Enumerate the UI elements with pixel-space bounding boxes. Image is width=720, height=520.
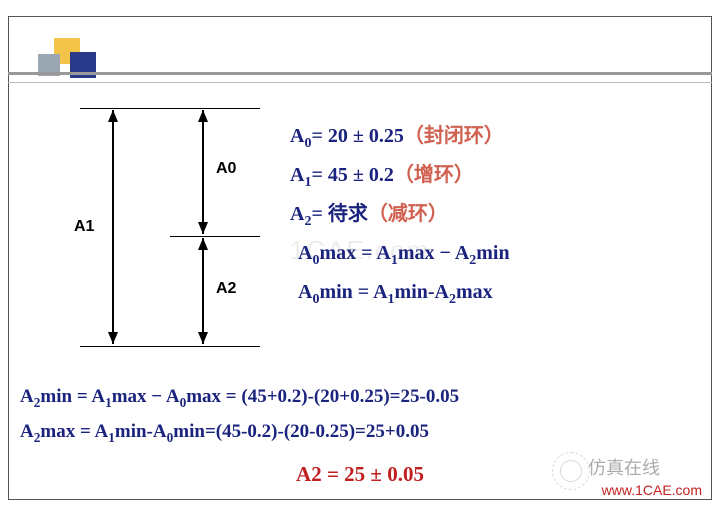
eq-a0min: A0min = A1min-A2max [290,274,700,313]
equations-block: A0 = 20 ± 0.25（封闭环） A1 = 45 ± 0.2（增环） A2… [290,118,700,312]
a0-line [202,110,204,234]
eq-a2: A2 = 待求（减环） [290,196,700,235]
eq-a0-note: （封闭环） [404,125,504,147]
a2-label: A2 [216,280,236,298]
tick-bot [80,346,260,347]
a1-line [112,110,114,344]
a0-arrow-up [198,110,208,122]
a0-label: A0 [216,160,236,178]
eq-a1: A1 = 45 ± 0.2（增环） [290,157,700,196]
divider-thick [8,72,712,75]
bottom-equations: A2min = A1max − A0max = (45+0.2)-(20+0.2… [20,380,704,449]
a1-label: A1 [74,218,94,236]
eq-a2max: A2max = A1min-A0min=(45-0.2)-(20-0.25)=2… [20,415,704,450]
eq-a2-sub: 2 [304,214,311,229]
url-watermark: www.1CAE.com [602,482,702,498]
a2-arrow-up [198,238,208,250]
eq-a0: A0 = 20 ± 0.25（封闭环） [290,118,700,157]
eq-a1-var: A [290,157,304,194]
eq-a1-val: = 45 ± 0.2 [311,157,393,194]
a2-line [202,238,204,344]
corner-logo [36,38,106,92]
eq-a1-note: （增环） [394,164,474,186]
tick-top [80,108,260,109]
brand-watermark: 仿真在线 [588,454,660,480]
a2-arrow-down [198,332,208,344]
a0-arrow-down [198,222,208,234]
eq-a0max: A0max = A1max − A2min [290,235,700,274]
dimension-diagram: A1 A0 A2 [40,108,270,363]
eq-a1-sub: 1 [304,175,311,190]
tick-mid [170,236,260,237]
eq-a2-val: = 待求 [311,196,367,233]
wechat-watermark-icon [552,452,590,490]
eq-a0-sub: 0 [304,136,311,151]
eq-a2-note: （减环） [368,203,448,225]
eq-a2-var: A [290,196,304,233]
eq-a2min: A2min = A1max − A0max = (45+0.2)-(20+0.2… [20,380,704,415]
divider-thin [8,82,712,83]
eq-a0-val: = 20 ± 0.25 [311,118,403,155]
eq-a0-var: A [290,118,304,155]
a1-arrow-up [108,110,118,122]
a1-arrow-down [108,332,118,344]
